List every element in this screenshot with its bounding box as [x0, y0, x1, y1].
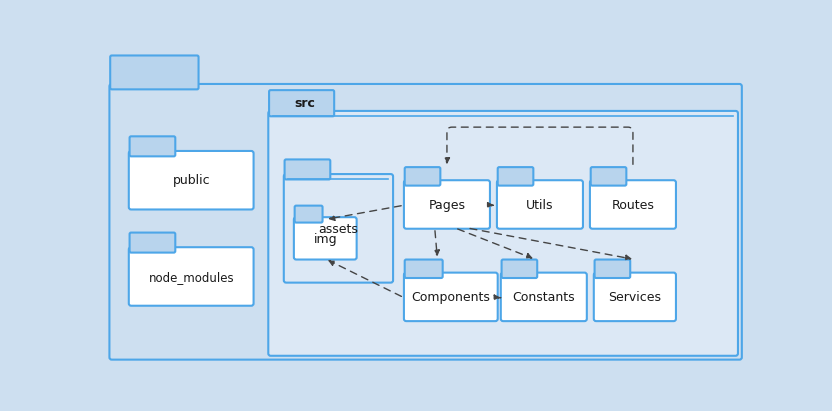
- Text: Routes: Routes: [612, 199, 655, 212]
- FancyBboxPatch shape: [129, 151, 254, 210]
- Text: src: src: [295, 97, 315, 110]
- FancyBboxPatch shape: [130, 233, 176, 253]
- FancyBboxPatch shape: [129, 247, 254, 306]
- FancyBboxPatch shape: [404, 272, 498, 321]
- Text: Constants: Constants: [513, 291, 575, 304]
- FancyBboxPatch shape: [594, 272, 676, 321]
- FancyBboxPatch shape: [591, 167, 626, 186]
- Text: img: img: [314, 233, 337, 246]
- FancyBboxPatch shape: [110, 84, 742, 360]
- Text: Services: Services: [608, 291, 661, 304]
- FancyBboxPatch shape: [130, 136, 176, 156]
- FancyBboxPatch shape: [497, 180, 583, 229]
- FancyBboxPatch shape: [268, 111, 738, 356]
- FancyBboxPatch shape: [502, 259, 537, 278]
- Text: assets: assets: [319, 223, 359, 236]
- Text: Components: Components: [411, 291, 490, 304]
- FancyBboxPatch shape: [404, 259, 443, 278]
- FancyBboxPatch shape: [269, 90, 334, 116]
- Text: Pages: Pages: [428, 199, 465, 212]
- Text: node_modules: node_modules: [148, 271, 234, 284]
- FancyBboxPatch shape: [590, 180, 676, 229]
- FancyBboxPatch shape: [294, 217, 357, 259]
- FancyBboxPatch shape: [404, 180, 490, 229]
- Text: public: public: [172, 175, 210, 187]
- FancyBboxPatch shape: [285, 159, 330, 180]
- FancyBboxPatch shape: [501, 272, 587, 321]
- FancyBboxPatch shape: [110, 55, 199, 89]
- FancyBboxPatch shape: [498, 167, 533, 186]
- Text: Utils: Utils: [526, 199, 553, 212]
- FancyBboxPatch shape: [284, 174, 393, 283]
- FancyBboxPatch shape: [295, 206, 323, 223]
- FancyBboxPatch shape: [595, 259, 630, 278]
- FancyBboxPatch shape: [404, 167, 440, 186]
